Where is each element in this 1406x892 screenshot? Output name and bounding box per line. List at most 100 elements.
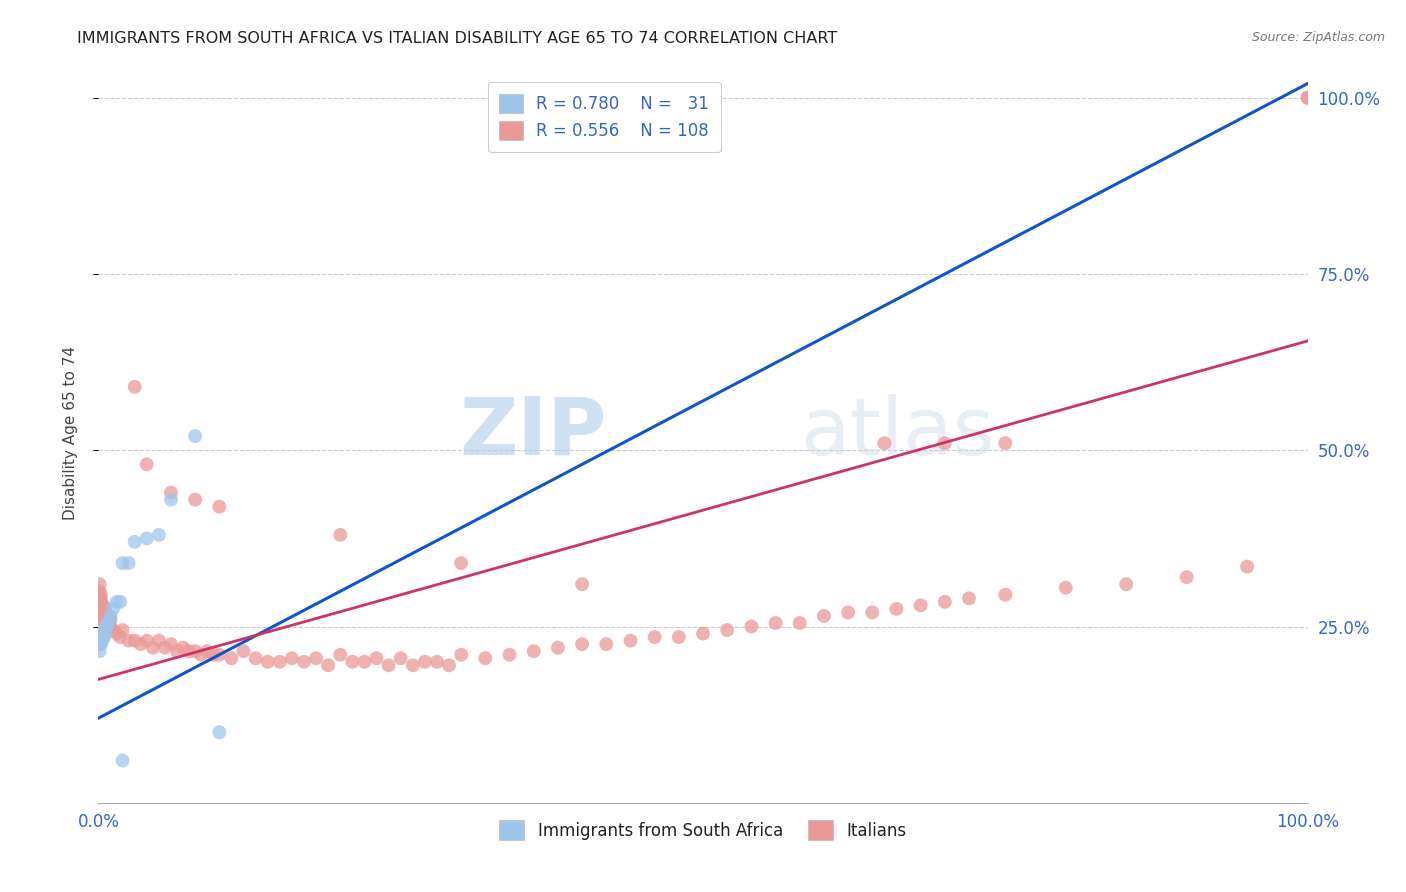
Point xyxy=(184,492,207,507)
Text: IMMIGRANTS FROM SOUTH AFRICA VS ITALIAN DISABILITY AGE 65 TO 74 CORRELATION CHAR: IMMIGRANTS FROM SOUTH AFRICA VS ITALIAN … xyxy=(77,31,838,46)
Point xyxy=(256,655,278,669)
Point xyxy=(716,623,738,637)
Point xyxy=(90,599,112,613)
Point xyxy=(142,640,165,655)
Point xyxy=(413,655,436,669)
Text: ZIP: ZIP xyxy=(458,393,606,472)
Point xyxy=(221,651,243,665)
Point xyxy=(100,619,122,633)
Point xyxy=(91,606,114,620)
Point xyxy=(94,609,117,624)
Point xyxy=(179,644,201,658)
Point xyxy=(377,658,399,673)
Point xyxy=(595,637,617,651)
Point xyxy=(910,599,932,613)
Point xyxy=(184,429,207,443)
Point xyxy=(353,655,375,669)
Point xyxy=(111,754,134,768)
Point xyxy=(994,436,1017,450)
Point xyxy=(90,591,112,606)
Point xyxy=(100,609,122,624)
Point xyxy=(89,606,111,620)
Point xyxy=(135,532,157,546)
Point xyxy=(208,725,231,739)
Point xyxy=(118,633,141,648)
Point xyxy=(89,637,111,651)
Point xyxy=(860,606,883,620)
Point xyxy=(571,577,593,591)
Point xyxy=(91,630,114,644)
Point xyxy=(437,658,460,673)
Point xyxy=(1296,91,1319,105)
Point xyxy=(934,595,956,609)
Point xyxy=(108,630,131,644)
Point xyxy=(281,651,304,665)
Point xyxy=(93,609,115,624)
Point xyxy=(366,651,388,665)
Point xyxy=(89,630,111,644)
Text: atlas: atlas xyxy=(800,393,994,472)
Point xyxy=(108,595,131,609)
Point xyxy=(644,630,666,644)
Point xyxy=(342,655,364,669)
Point xyxy=(934,436,956,450)
Point xyxy=(89,633,111,648)
Point xyxy=(547,640,569,655)
Point xyxy=(135,458,157,472)
Point xyxy=(118,556,141,570)
Point xyxy=(90,606,112,620)
Point xyxy=(1296,91,1319,105)
Point xyxy=(96,615,118,630)
Point xyxy=(105,626,128,640)
Point xyxy=(402,658,425,673)
Point xyxy=(89,644,111,658)
Point xyxy=(668,630,690,644)
Point xyxy=(91,602,114,616)
Point xyxy=(160,492,183,507)
Point xyxy=(523,644,546,658)
Point xyxy=(91,626,114,640)
Point xyxy=(619,633,641,648)
Point xyxy=(94,606,117,620)
Point xyxy=(740,619,762,633)
Point xyxy=(1175,570,1198,584)
Point xyxy=(90,633,112,648)
Point xyxy=(89,599,111,613)
Point xyxy=(105,595,128,609)
Point xyxy=(153,640,176,655)
Point xyxy=(90,626,112,640)
Point xyxy=(111,556,134,570)
Point xyxy=(190,648,212,662)
Point xyxy=(148,633,170,648)
Point xyxy=(91,599,114,613)
Point xyxy=(135,633,157,648)
Point xyxy=(91,633,114,648)
Point xyxy=(292,655,315,669)
Point xyxy=(90,588,112,602)
Point xyxy=(124,633,146,648)
Point xyxy=(498,648,520,662)
Point xyxy=(94,619,117,633)
Point xyxy=(91,630,114,644)
Point xyxy=(91,612,114,626)
Point xyxy=(124,535,146,549)
Point xyxy=(692,626,714,640)
Point xyxy=(195,644,218,658)
Point xyxy=(571,637,593,651)
Point xyxy=(245,651,267,665)
Point xyxy=(450,648,472,662)
Point xyxy=(1054,581,1077,595)
Point xyxy=(789,615,811,630)
Point xyxy=(269,655,291,669)
Point xyxy=(813,609,835,624)
Point xyxy=(90,595,112,609)
Point xyxy=(111,623,134,637)
Point xyxy=(100,612,122,626)
Point xyxy=(101,623,124,637)
Point xyxy=(389,651,412,665)
Point xyxy=(160,637,183,651)
Point xyxy=(184,644,207,658)
Point xyxy=(90,637,112,651)
Point xyxy=(124,380,146,394)
Point xyxy=(1115,577,1137,591)
